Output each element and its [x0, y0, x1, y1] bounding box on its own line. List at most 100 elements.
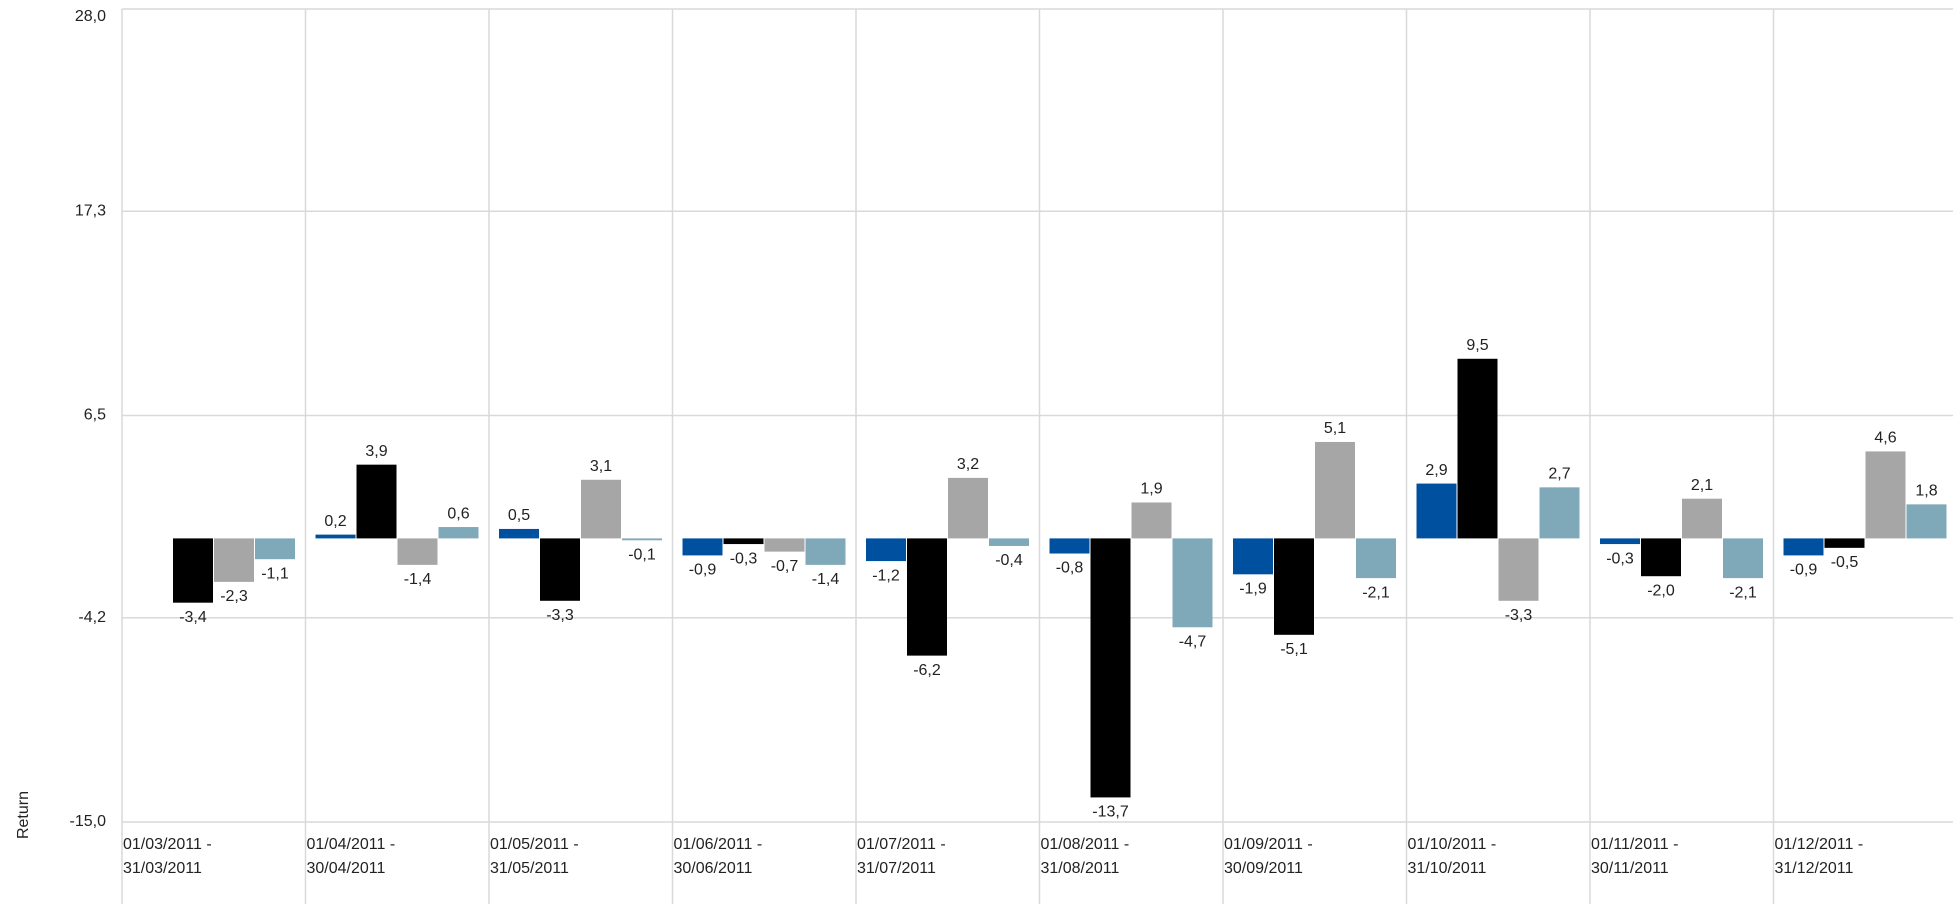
- x-tick-label: 31/03/2011: [123, 860, 202, 877]
- bar: [540, 538, 580, 601]
- value-label: 0,6: [447, 505, 469, 522]
- bar: [1233, 538, 1273, 575]
- bar: [622, 538, 662, 541]
- value-label: 0,5: [508, 507, 530, 524]
- bar: [397, 538, 438, 565]
- value-label: 3,2: [957, 456, 979, 473]
- bar: [214, 538, 254, 582]
- value-label: 1,8: [1915, 483, 1937, 500]
- value-label: -13,7: [1092, 804, 1129, 821]
- value-label: 4,6: [1874, 430, 1896, 447]
- x-tick-label: 01/04/2011 -: [307, 836, 396, 853]
- x-tick-label: 01/11/2011 -: [1591, 836, 1678, 853]
- bar: [948, 477, 988, 539]
- value-label: 5,1: [1324, 420, 1346, 437]
- value-label: -1,1: [261, 565, 289, 582]
- value-label: -0,3: [730, 550, 758, 567]
- x-tick-label: 31/10/2011: [1408, 860, 1487, 877]
- y-tick-label: -4,2: [78, 609, 106, 626]
- bar: [1131, 502, 1172, 539]
- bar: [1682, 498, 1722, 539]
- y-tick-label: -15,0: [70, 813, 107, 830]
- x-tick-label: 01/12/2011 -: [1775, 836, 1864, 853]
- value-label: -0,1: [628, 547, 656, 564]
- value-label: -3,4: [179, 609, 207, 626]
- bar: [1723, 538, 1763, 579]
- bar: [764, 538, 805, 552]
- bar: [1274, 538, 1314, 635]
- value-label: 9,5: [1466, 337, 1488, 354]
- value-label: -0,7: [771, 558, 799, 575]
- value-label: 2,7: [1548, 466, 1570, 483]
- bar: [315, 534, 356, 539]
- x-tick-label: 30/04/2011: [307, 860, 386, 877]
- value-label: -2,0: [1647, 582, 1675, 599]
- y-axis-label: Return: [15, 791, 32, 839]
- value-label: -0,5: [1831, 554, 1859, 571]
- value-label: -0,3: [1606, 550, 1634, 567]
- bar: [1539, 487, 1580, 539]
- x-tick-label: 31/12/2011: [1775, 860, 1854, 877]
- value-label: -1,4: [812, 571, 840, 588]
- value-label: -4,7: [1179, 633, 1207, 650]
- x-tick-label: 01/06/2011 -: [674, 836, 763, 853]
- x-tick-label: 31/07/2011: [857, 860, 936, 877]
- x-tick-label: 01/05/2011 -: [490, 836, 579, 853]
- bar: [1906, 504, 1947, 539]
- bar: [173, 538, 213, 603]
- bar: [499, 528, 539, 539]
- x-tick-label: 01/08/2011 -: [1041, 836, 1130, 853]
- value-label: 1,9: [1140, 481, 1162, 498]
- bar: [1090, 538, 1131, 798]
- value-label: -5,1: [1280, 641, 1308, 658]
- bar: [1600, 538, 1640, 545]
- bar: [1824, 538, 1865, 548]
- value-label: 2,9: [1425, 462, 1447, 479]
- x-tick-label: 30/09/2011: [1224, 860, 1303, 877]
- y-tick-label: 17,3: [75, 203, 106, 220]
- x-tick-label: 30/11/2011: [1591, 860, 1669, 877]
- value-label: 3,9: [365, 443, 387, 460]
- bar: [255, 538, 295, 560]
- bar: [866, 538, 906, 562]
- y-tick-label: 28,0: [75, 8, 106, 25]
- x-tick-label: 30/06/2011: [674, 860, 753, 877]
- value-label: -0,8: [1056, 560, 1084, 577]
- value-label: -0,9: [1790, 562, 1818, 579]
- value-label: -6,2: [913, 662, 941, 679]
- bar: [438, 527, 479, 539]
- bar: [1498, 538, 1539, 601]
- bar: [1865, 451, 1906, 539]
- x-tick-label: 31/08/2011: [1041, 860, 1120, 877]
- bar: [989, 538, 1029, 546]
- bar: [1457, 358, 1498, 539]
- x-tick-label: 01/09/2011 -: [1224, 836, 1313, 853]
- value-label: -1,2: [872, 567, 900, 584]
- value-label: -0,4: [995, 552, 1023, 569]
- bar: [1049, 538, 1090, 554]
- bar: [581, 479, 621, 539]
- value-label: -2,3: [220, 588, 248, 605]
- value-label: 2,1: [1691, 477, 1713, 494]
- bar: [1172, 538, 1213, 628]
- bar: [805, 538, 846, 565]
- value-label: -1,9: [1239, 581, 1267, 598]
- x-tick-label: 01/07/2011 -: [857, 836, 946, 853]
- bar: [723, 538, 764, 545]
- x-tick-label: 31/05/2011: [490, 860, 569, 877]
- value-label: -2,1: [1729, 584, 1757, 601]
- bar: [1783, 538, 1824, 556]
- bar: [1416, 483, 1457, 539]
- value-label: -3,3: [546, 607, 574, 624]
- x-tick-label: 01/10/2011 -: [1408, 836, 1497, 853]
- bar: [682, 538, 723, 556]
- bar: [356, 464, 397, 539]
- bar: [1641, 538, 1681, 577]
- bar: [1315, 441, 1355, 539]
- bar: [907, 538, 947, 656]
- x-tick-label: 01/03/2011 -: [123, 836, 212, 853]
- value-label: -3,3: [1505, 607, 1533, 624]
- y-tick-label: 6,5: [84, 407, 106, 424]
- bar: [1356, 538, 1396, 579]
